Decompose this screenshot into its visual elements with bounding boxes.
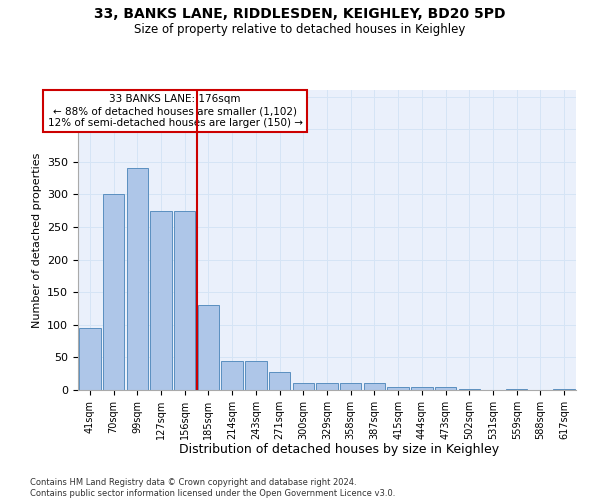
Text: 33, BANKS LANE, RIDDLESDEN, KEIGHLEY, BD20 5PD: 33, BANKS LANE, RIDDLESDEN, KEIGHLEY, BD… <box>94 8 506 22</box>
Bar <box>435 386 456 390</box>
Text: Size of property relative to detached houses in Keighley: Size of property relative to detached ho… <box>134 22 466 36</box>
Bar <box>316 384 338 390</box>
Bar <box>506 388 527 390</box>
Bar <box>79 328 101 390</box>
Bar <box>293 384 314 390</box>
Y-axis label: Number of detached properties: Number of detached properties <box>32 152 41 328</box>
Bar <box>127 168 148 390</box>
Text: Contains HM Land Registry data © Crown copyright and database right 2024.
Contai: Contains HM Land Registry data © Crown c… <box>30 478 395 498</box>
Bar <box>151 210 172 390</box>
Bar <box>411 386 433 390</box>
Bar <box>221 360 243 390</box>
Bar <box>103 194 124 390</box>
Bar <box>553 388 575 390</box>
Bar <box>364 384 385 390</box>
Bar <box>198 305 219 390</box>
Bar <box>388 386 409 390</box>
Bar <box>340 384 361 390</box>
Bar <box>245 360 266 390</box>
Bar <box>174 210 196 390</box>
Text: Distribution of detached houses by size in Keighley: Distribution of detached houses by size … <box>179 442 499 456</box>
Bar <box>458 388 480 390</box>
Bar <box>269 372 290 390</box>
Text: 33 BANKS LANE: 176sqm
← 88% of detached houses are smaller (1,102)
12% of semi-d: 33 BANKS LANE: 176sqm ← 88% of detached … <box>47 94 302 128</box>
